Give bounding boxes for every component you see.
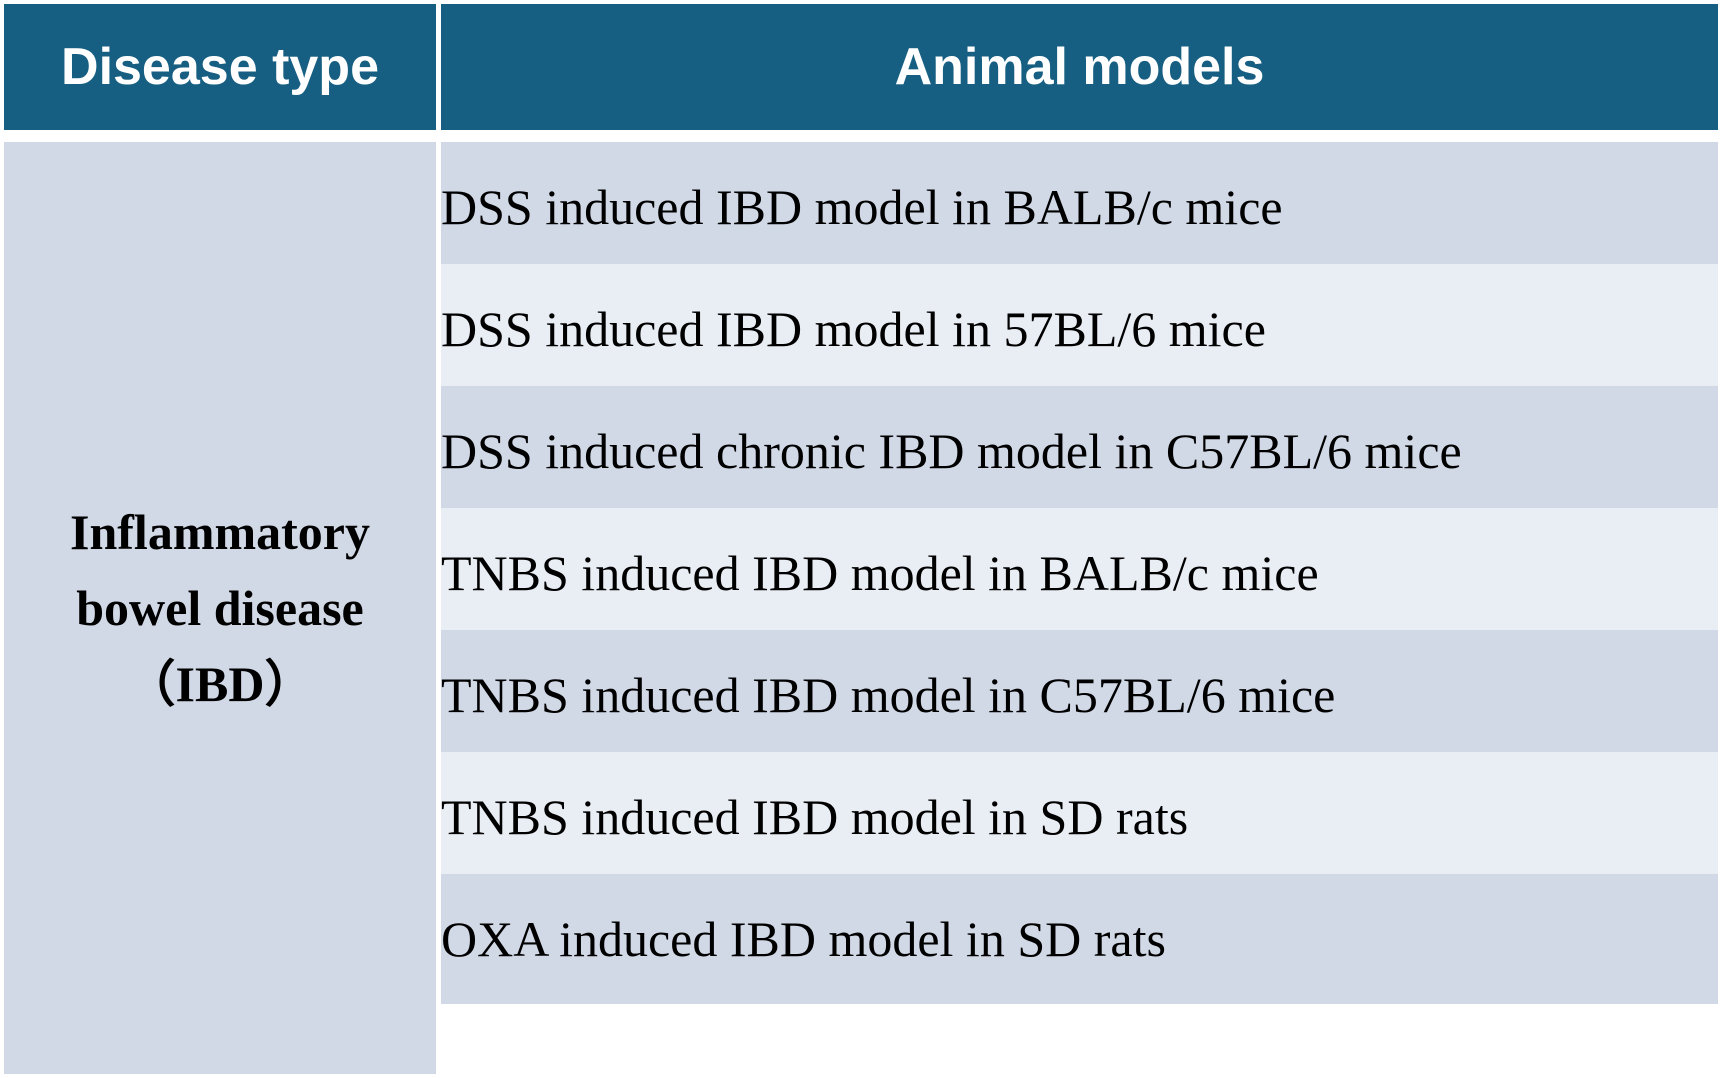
header-animal-models: Animal models — [441, 4, 1718, 130]
table-row: DSS induced IBD model in BALB/c mice — [441, 142, 1718, 272]
models-table: Disease type Animal models Inflammatory … — [4, 4, 1718, 1074]
table-row: TNBS induced IBD model in C57BL/6 mice — [441, 630, 1718, 760]
table-row: OXA induced IBD model in SD rats — [441, 874, 1718, 1004]
disease-cell: Inflammatory bowel disease （IBD） — [4, 142, 436, 1074]
table-row: TNBS induced IBD model in BALB/c mice — [441, 508, 1718, 638]
table-row: TNBS induced IBD model in SD rats — [441, 752, 1718, 882]
table-row: DSS induced IBD model in 57BL/6 mice — [441, 264, 1718, 394]
disease-name: Inflammatory bowel disease （IBD） — [70, 504, 370, 712]
header-disease-type: Disease type — [4, 4, 436, 130]
table-row: DSS induced chronic IBD model in C57BL/6… — [441, 386, 1718, 516]
